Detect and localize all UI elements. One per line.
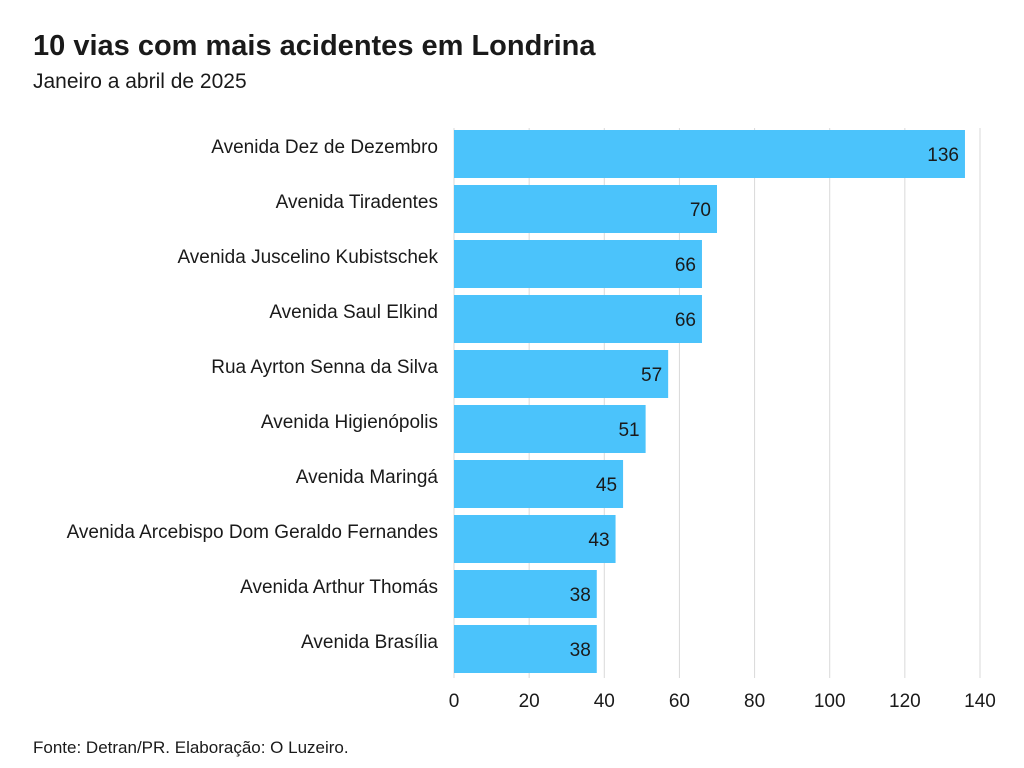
- category-label: Rua Ayrton Senna da Silva: [211, 357, 438, 378]
- bar: [454, 130, 965, 178]
- bar-value-label: 57: [641, 365, 662, 386]
- bar: [454, 240, 702, 288]
- bar-value-label: 70: [690, 200, 711, 221]
- bar: [454, 350, 669, 398]
- bar-value-label: 51: [618, 420, 639, 441]
- category-label: Avenida Dez de Dezembro: [211, 137, 438, 158]
- category-label: Avenida Higienópolis: [261, 412, 438, 433]
- x-tick-label: 60: [669, 691, 690, 712]
- bar-value-label: 38: [570, 640, 591, 661]
- bar: [454, 570, 597, 618]
- category-label: Avenida Juscelino Kubistschek: [177, 247, 438, 268]
- bar: [454, 625, 597, 673]
- category-label: Avenida Arthur Thomás: [240, 577, 438, 598]
- bar: [454, 405, 646, 453]
- category-label: Avenida Maringá: [296, 467, 439, 488]
- bar-value-label: 136: [927, 145, 959, 166]
- category-label: Avenida Brasília: [301, 632, 438, 653]
- bar-value-label: 66: [675, 310, 696, 331]
- bar: [454, 515, 616, 563]
- x-tick-label: 140: [964, 691, 996, 712]
- bar: [454, 460, 624, 508]
- chart-subtitle: Janeiro a abril de 2025: [33, 70, 247, 93]
- x-tick-label: 80: [744, 691, 765, 712]
- bar-value-label: 38: [570, 585, 591, 606]
- x-tick-label: 20: [519, 691, 540, 712]
- bar-value-label: 66: [675, 255, 696, 276]
- source-note: Fonte: Detran/PR. Elaboração: O Luzeiro.: [33, 738, 349, 757]
- category-label: Avenida Tiradentes: [276, 192, 438, 213]
- bar: [454, 295, 702, 343]
- bar-value-label: 45: [596, 475, 617, 496]
- bar: [454, 185, 717, 233]
- category-label: Avenida Arcebispo Dom Geraldo Fernandes: [67, 522, 438, 543]
- x-tick-label: 0: [449, 691, 460, 712]
- chart-title: 10 vias com mais acidentes em Londrina: [33, 30, 596, 62]
- bar-value-label: 43: [588, 530, 609, 551]
- category-label: Avenida Saul Elkind: [269, 302, 438, 323]
- x-tick-label: 40: [594, 691, 615, 712]
- x-tick-label: 100: [814, 691, 846, 712]
- x-tick-label: 120: [889, 691, 921, 712]
